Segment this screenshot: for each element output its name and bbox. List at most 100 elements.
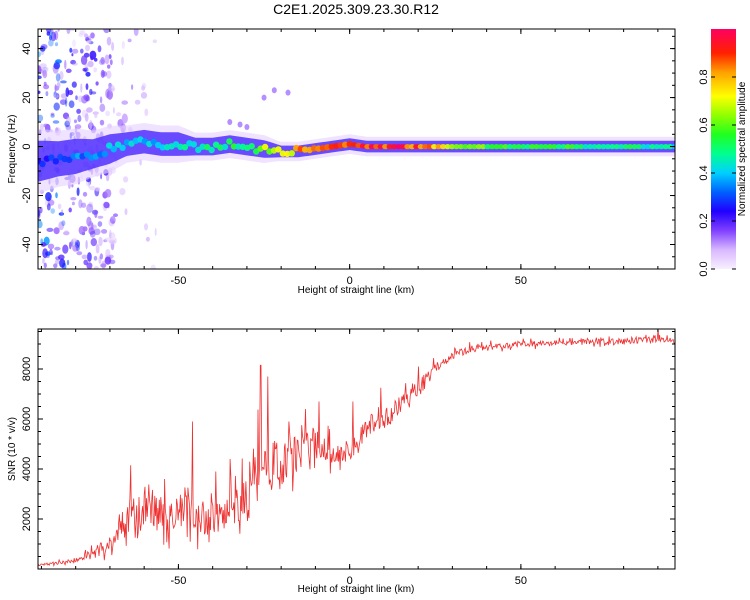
ridge-cell bbox=[288, 150, 295, 157]
speckle-cell bbox=[106, 70, 112, 79]
speckle-cell bbox=[121, 40, 125, 50]
snr-panel: -50 0 50 2000 4000 6000 8000 Height of straigh… bbox=[7, 328, 676, 595]
ridge-cell bbox=[377, 144, 384, 150]
ridge-cell bbox=[181, 144, 189, 151]
speckle-cell bbox=[62, 244, 69, 254]
ridge-cell bbox=[110, 146, 117, 153]
y-tick-label: 6000 bbox=[21, 407, 33, 431]
speckle-cell bbox=[53, 62, 61, 70]
speckle-cell bbox=[81, 254, 88, 260]
speckle-cell bbox=[67, 89, 74, 96]
speckle-cell bbox=[87, 35, 91, 41]
ridge-cell bbox=[542, 144, 549, 150]
ridge-cell bbox=[261, 143, 269, 151]
speckle-cell bbox=[109, 239, 116, 245]
speckle-cell bbox=[97, 45, 102, 53]
speckle-cell bbox=[107, 64, 111, 69]
speckle-cell bbox=[62, 112, 70, 120]
ridge-cell bbox=[635, 144, 643, 150]
x-tick-label: -50 bbox=[170, 575, 186, 587]
ridge-cell bbox=[426, 144, 433, 150]
speckle-cell bbox=[103, 201, 110, 209]
snr-series-layer bbox=[38, 329, 675, 568]
ridge-cell bbox=[399, 144, 407, 150]
speckle-cell bbox=[78, 225, 86, 235]
speckle-cell bbox=[50, 114, 55, 118]
ridge-cell bbox=[600, 144, 607, 150]
speckle-cell bbox=[68, 100, 75, 108]
speckle-cell bbox=[65, 87, 70, 97]
speckle-cell bbox=[43, 123, 49, 128]
speckle-cell bbox=[55, 192, 58, 199]
speckle-cell bbox=[78, 95, 83, 103]
speckle-cell bbox=[111, 41, 115, 51]
speckle-cell bbox=[40, 238, 44, 245]
y-tick-label: 40 bbox=[21, 42, 33, 54]
speckle-cell bbox=[66, 259, 70, 266]
speckle-cell bbox=[106, 36, 112, 46]
speckle-cell bbox=[50, 31, 57, 42]
speckle-cell bbox=[97, 221, 103, 227]
speckle-cell bbox=[59, 99, 67, 105]
speckle-cell bbox=[39, 206, 43, 214]
speckle-cell bbox=[72, 244, 79, 252]
speckle-cell bbox=[134, 99, 141, 105]
speckle-cell bbox=[107, 203, 110, 209]
colorbar-label: Normalized spectral amplitude bbox=[737, 81, 748, 216]
x-tick-label: 50 bbox=[515, 275, 527, 287]
speckle-cell bbox=[78, 199, 83, 209]
speckle-cell bbox=[40, 44, 48, 50]
ridge-cell bbox=[560, 144, 567, 150]
ridge-cell bbox=[48, 154, 55, 161]
speckle-cell bbox=[82, 191, 88, 197]
ridge-cell bbox=[631, 144, 638, 150]
colorbar-tick-label: 0.2 bbox=[698, 213, 710, 228]
speckle-cell bbox=[104, 54, 110, 65]
ridge-cell bbox=[106, 142, 113, 149]
ridge-cell bbox=[391, 144, 398, 150]
speckle-cell bbox=[99, 103, 106, 113]
speckle-cell bbox=[100, 69, 105, 78]
y-tick-label: 0 bbox=[21, 143, 33, 149]
speckle-cell bbox=[94, 111, 98, 119]
speckle-cell bbox=[70, 197, 77, 201]
ridge-cell bbox=[573, 144, 580, 150]
speckle-cell bbox=[83, 259, 88, 266]
speckle-cell bbox=[84, 33, 88, 38]
colorbar-tick-label: 0.4 bbox=[698, 165, 710, 180]
ridge-cell bbox=[382, 144, 389, 150]
speckle-cell bbox=[44, 67, 49, 72]
speckle-cell bbox=[54, 84, 57, 92]
speckle-cell bbox=[68, 207, 72, 213]
speckle-cell bbox=[86, 262, 93, 269]
ridge-cell bbox=[221, 143, 229, 151]
speckle-cell bbox=[108, 54, 112, 60]
speckle-cell bbox=[58, 212, 65, 216]
speckle-cell bbox=[113, 213, 118, 217]
speckle-cell bbox=[88, 185, 96, 191]
speckle-cell bbox=[99, 119, 105, 126]
speckle-cell bbox=[109, 216, 116, 224]
speckle-cell bbox=[63, 231, 70, 236]
ridge-cell bbox=[457, 144, 465, 150]
speckle-cell bbox=[127, 38, 132, 43]
speckle-cell bbox=[88, 227, 95, 235]
spectrogram-heat-layer bbox=[38, 29, 675, 269]
ridge-cell bbox=[364, 144, 371, 150]
ridge-cell bbox=[649, 144, 656, 150]
ridge-cell bbox=[515, 144, 522, 150]
ridge-cell bbox=[448, 144, 456, 150]
ridge-cell bbox=[586, 144, 594, 150]
ridge-cell bbox=[644, 144, 652, 150]
x-tick-label: 50 bbox=[515, 575, 527, 587]
speckle-cell bbox=[65, 124, 72, 131]
speckle-cell bbox=[145, 236, 150, 242]
speckle-cell bbox=[131, 84, 134, 90]
speckle-cell bbox=[50, 112, 55, 116]
colorbar: 0.0 0.2 0.4 0.6 0.8 Normalized spectral ampl… bbox=[698, 29, 748, 277]
ridge-cell bbox=[497, 144, 505, 150]
speckle-cell bbox=[53, 91, 57, 98]
speckle-cell bbox=[80, 55, 88, 65]
ridge-cell bbox=[190, 141, 197, 148]
speckle-cell bbox=[46, 227, 54, 232]
